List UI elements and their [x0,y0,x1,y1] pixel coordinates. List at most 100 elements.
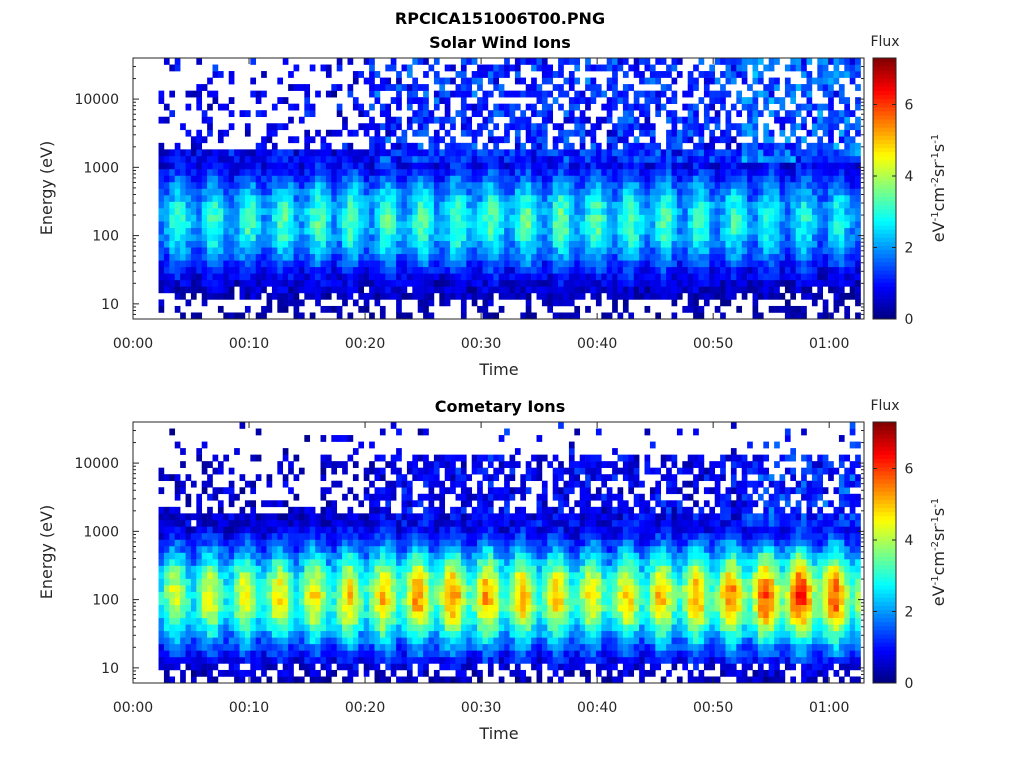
heatmap-cell [633,116,640,124]
heatmap-cell [725,116,732,124]
heatmap-cell [633,273,640,281]
y-tick-label: 1000 [83,160,119,176]
heatmap-cell [784,273,791,281]
heatmap-cell [639,234,645,242]
heatmap-cell [806,266,813,274]
heatmap-cell [838,227,845,235]
heatmap-cell [439,201,446,209]
heatmap-cell [293,305,300,313]
heatmap-cell [514,71,521,78]
heatmap-cell [163,565,170,573]
heatmap-cell [671,58,678,65]
heatmap-cell [450,175,456,183]
heatmap-cell [212,630,219,638]
heatmap-cell [520,116,527,124]
heatmap-cell [547,103,554,111]
heatmap-cell [212,253,219,261]
heatmap-cell [158,506,165,514]
heatmap-cell [768,214,775,222]
heatmap-cell [450,162,456,170]
heatmap-cell [471,136,478,144]
heatmap-cell [590,227,597,235]
heatmap-cell [331,201,338,209]
heatmap-cell [244,253,251,261]
heatmap-cell [833,299,840,307]
heatmap-cell [822,266,829,274]
heatmap-cell [455,201,462,209]
heatmap-cell [541,240,548,248]
heatmap-cell [682,149,689,157]
heatmap-cell [288,208,294,215]
heatmap-cell [239,474,246,482]
heatmap-cell [698,227,705,235]
heatmap-cell [444,234,451,242]
heatmap-cell [574,195,581,202]
heatmap-cell [757,181,764,189]
heatmap-cell [261,221,267,228]
heatmap-cell [423,260,429,268]
heatmap-cell [671,162,678,170]
heatmap-cell [201,247,208,255]
heatmap-cell [277,208,284,215]
heatmap-cell [423,266,429,274]
heatmap-cell [563,299,570,307]
heatmap-cell [423,227,429,235]
heatmap-cell [277,565,284,573]
heatmap-cell [790,240,797,248]
heatmap-cell [747,247,753,255]
heatmap-cell [450,136,456,144]
heatmap-cell [174,195,181,202]
heatmap-cell [239,572,246,579]
heatmap-cell [412,149,419,157]
heatmap-cell [682,195,689,202]
heatmap-cell [309,110,316,118]
heatmap-cell [309,162,316,170]
heatmap-cell [190,559,197,566]
heatmap-cell [239,656,246,664]
heatmap-cell [747,84,753,91]
heatmap-cell [174,181,181,189]
heatmap-cell [768,234,775,242]
heatmap-cell [590,221,597,228]
heatmap-cell [606,142,613,150]
heatmap-cell [439,188,446,196]
heatmap-cell [628,110,635,118]
heatmap-cell [234,253,240,261]
heatmap-cell [304,260,311,268]
heatmap-cell [239,630,246,638]
heatmap-cell [844,214,851,222]
heatmap-cell [201,253,208,261]
heatmap-cell [741,123,748,131]
heatmap-cell [363,240,370,248]
heatmap-cell [784,155,791,163]
heatmap-cell [385,221,392,228]
heatmap-cell [531,155,537,163]
heatmap-cell [477,286,483,294]
heatmap-cell [261,598,267,605]
heatmap-cell [844,234,851,242]
heatmap-cell [763,64,770,72]
heatmap-cell [849,208,856,215]
heatmap-cell [293,604,300,612]
heatmap-cell [261,624,267,632]
colorbar-segment [873,98,896,104]
heatmap-cell [617,129,624,137]
heatmap-cell [158,519,165,527]
heatmap-cell [477,221,483,228]
heatmap-cell [250,292,257,300]
heatmap-cell [709,162,716,170]
heatmap-cell [212,591,219,599]
heatmap-cell [838,221,845,228]
heatmap-cell [590,247,597,255]
heatmap-cell [207,208,213,215]
heatmap-cell [201,116,208,124]
heatmap-cell [806,195,813,202]
heatmap-cell [163,676,170,684]
heatmap-cell [450,181,456,189]
heatmap-cell [228,630,235,638]
heatmap-cell [709,103,716,111]
heatmap-cell [358,181,365,189]
heatmap-cell [720,312,726,320]
heatmap-cell [855,286,861,294]
heatmap-cell [158,188,165,196]
